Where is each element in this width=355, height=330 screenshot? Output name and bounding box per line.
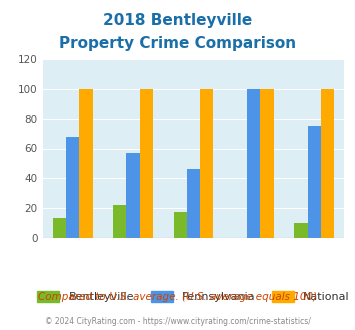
Text: Compared to U.S. average. (U.S. average equals 100): Compared to U.S. average. (U.S. average … bbox=[38, 292, 317, 302]
Bar bbox=[200, 89, 213, 238]
Bar bbox=[321, 89, 334, 238]
Legend: Bentleyville, Pennsylvania, National: Bentleyville, Pennsylvania, National bbox=[33, 286, 354, 307]
Bar bbox=[261, 89, 274, 238]
Bar bbox=[53, 218, 66, 238]
Bar bbox=[187, 169, 200, 238]
Bar bbox=[307, 126, 321, 238]
Bar bbox=[66, 137, 80, 238]
Bar bbox=[294, 223, 307, 238]
Text: © 2024 CityRating.com - https://www.cityrating.com/crime-statistics/: © 2024 CityRating.com - https://www.city… bbox=[45, 317, 310, 326]
Bar bbox=[113, 205, 126, 238]
Bar bbox=[174, 213, 187, 238]
Bar bbox=[126, 153, 140, 238]
Text: Property Crime Comparison: Property Crime Comparison bbox=[59, 36, 296, 51]
Bar bbox=[80, 89, 93, 238]
Bar bbox=[247, 89, 261, 238]
Text: 2018 Bentleyville: 2018 Bentleyville bbox=[103, 13, 252, 28]
Bar bbox=[140, 89, 153, 238]
